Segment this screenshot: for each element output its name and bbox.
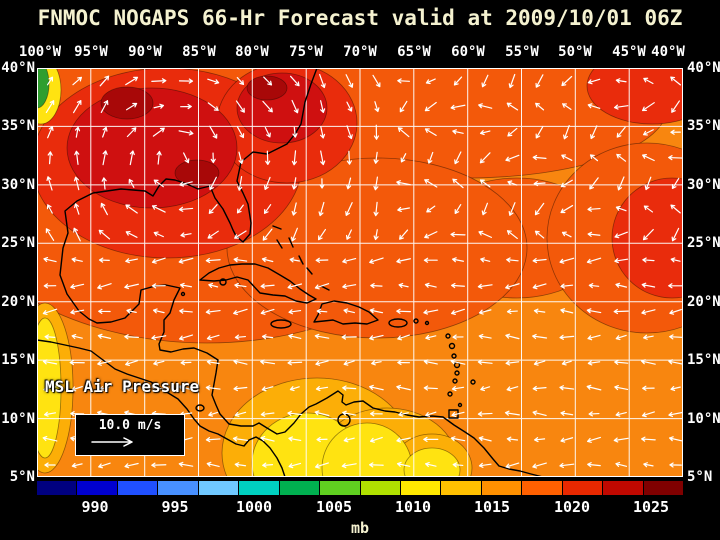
colorbar-tick-label: 1005 xyxy=(315,498,353,516)
lat-tick-label: 10°N xyxy=(687,411,720,427)
wind-scale-arrow-icon xyxy=(91,437,133,447)
lat-tick-label: 20°N xyxy=(1,294,35,310)
colorbar-segment xyxy=(480,481,522,495)
map-frame xyxy=(37,68,683,477)
colorbar-segment xyxy=(440,481,481,495)
lat-tick-label: 10°N xyxy=(1,411,35,427)
lat-tick-label: 5°N xyxy=(687,469,713,485)
lon-tick-label: 90°W xyxy=(128,44,162,60)
lon-tick-label: 95°W xyxy=(74,44,108,60)
lon-tick-label: 70°W xyxy=(343,44,377,60)
wind-scale-legend: 10.0 m/s xyxy=(75,414,185,456)
map-graphic xyxy=(37,68,683,477)
wind-arrows xyxy=(42,73,683,469)
lat-tick-label: 5°N xyxy=(9,469,35,485)
colorbar-segment xyxy=(157,481,198,495)
wind-scale-label: 10.0 m/s xyxy=(98,418,162,433)
lat-tick-label: 40°N xyxy=(1,60,35,76)
colorbar-segment xyxy=(37,481,77,495)
lat-tick-label: 20°N xyxy=(687,294,720,310)
colorbar-segment xyxy=(76,481,117,495)
colorbar-segment xyxy=(238,481,279,495)
colorbar-tick-label: 1015 xyxy=(473,498,511,516)
colorbar-tick-label: 990 xyxy=(81,498,109,516)
field-label: MSL Air Pressure xyxy=(45,377,200,396)
colorbar-segment xyxy=(642,481,683,495)
lon-tick-label: 50°W xyxy=(558,44,592,60)
pressure-map xyxy=(37,68,683,477)
lon-tick-label: 65°W xyxy=(397,44,431,60)
colorbar-tick-label: 995 xyxy=(161,498,189,516)
colorbar-segment xyxy=(521,481,562,495)
colorbar-segment xyxy=(359,481,400,495)
lon-tick-label: 100°W xyxy=(18,44,62,60)
lon-tick-label: 60°W xyxy=(451,44,485,60)
lat-tick-label: 30°N xyxy=(1,177,35,193)
lon-tick-label: 85°W xyxy=(182,44,216,60)
map-title: FNMOC NOGAPS 66-Hr Forecast valid at 200… xyxy=(37,6,683,30)
colorbar-tick-label: 1025 xyxy=(632,498,670,516)
colorbar-segment xyxy=(197,481,239,495)
lat-tick-label: 35°N xyxy=(687,118,720,134)
colorbar-segment xyxy=(399,481,441,495)
lon-tick-label: 75°W xyxy=(289,44,323,60)
lat-tick-label: 25°N xyxy=(687,235,720,251)
lat-tick-label: 35°N xyxy=(1,118,35,134)
graticule xyxy=(37,68,683,477)
pressure-colorbar xyxy=(37,481,683,495)
colorbar-tick-label: 1010 xyxy=(394,498,432,516)
colorbar-segment xyxy=(116,481,158,495)
lat-tick-label: 15°N xyxy=(687,352,720,368)
colorbar-unit-label: mb xyxy=(350,519,370,537)
colorbar-segment xyxy=(602,481,643,495)
colorbar-segment xyxy=(319,481,360,495)
lat-tick-label: 30°N xyxy=(687,177,720,193)
colorbar-tick-label: 1020 xyxy=(553,498,591,516)
lat-tick-label: 40°N xyxy=(687,60,720,76)
lon-tick-label: 80°W xyxy=(235,44,269,60)
lat-tick-label: 25°N xyxy=(1,235,35,251)
colorbar-tick-label: 1000 xyxy=(235,498,273,516)
colorbar-segment xyxy=(278,481,320,495)
lat-tick-label: 15°N xyxy=(1,352,35,368)
lon-tick-label: 40°W xyxy=(651,44,685,60)
lon-tick-label: 45°W xyxy=(612,44,646,60)
coastlines xyxy=(37,68,544,477)
lon-tick-label: 55°W xyxy=(505,44,539,60)
colorbar-segment xyxy=(561,481,603,495)
